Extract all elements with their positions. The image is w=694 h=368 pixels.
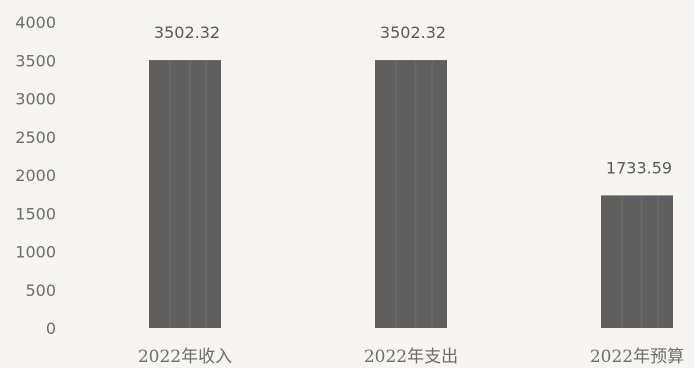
data-label: 3502.32: [380, 23, 446, 42]
bar: [375, 60, 447, 329]
y-tick-label: 500: [25, 281, 56, 300]
data-label: 1733.59: [606, 158, 672, 177]
data-label: 3502.32: [154, 23, 220, 42]
y-tick-label: 0: [46, 319, 56, 338]
bar-texture: [169, 60, 172, 329]
data-labels-group: 3502.32 3502.32 1733.59: [154, 23, 672, 177]
bar-texture: [431, 60, 434, 329]
category-label: 2022年支出: [364, 347, 458, 367]
bars-group: [149, 60, 673, 329]
y-tick-label: 2500: [15, 128, 56, 147]
bar-texture: [395, 60, 398, 329]
y-tick-label: 4000: [15, 13, 56, 32]
category-label: 2022年预算: [590, 347, 684, 367]
y-tick-label: 1000: [15, 243, 56, 262]
bar-texture: [188, 60, 191, 329]
bar-texture: [640, 195, 643, 328]
bar-texture: [657, 195, 660, 328]
bar: [149, 60, 221, 329]
bar-texture: [414, 60, 417, 329]
y-tick-label: 3500: [15, 51, 56, 70]
y-tick-label: 3000: [15, 90, 56, 109]
x-axis: 2022年收入 2022年支出 2022年预算: [138, 347, 684, 367]
category-label: 2022年收入: [138, 347, 232, 367]
y-axis: 0 500 1000 1500 2000 2500 3000 3500 4000: [15, 13, 56, 338]
bar-texture: [205, 60, 208, 329]
y-tick-label: 2000: [15, 166, 56, 185]
y-tick-label: 1500: [15, 204, 56, 223]
bar-texture: [621, 195, 624, 328]
bar: [601, 195, 673, 328]
